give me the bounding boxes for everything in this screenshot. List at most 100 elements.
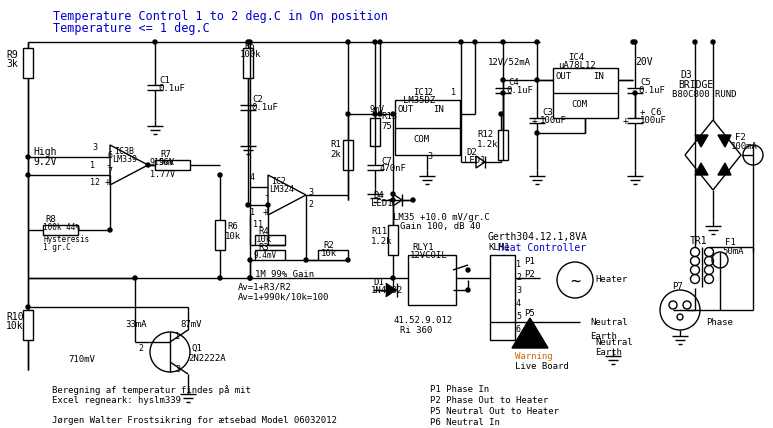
Text: + C6: + C6	[640, 108, 662, 117]
Text: LED1: LED1	[371, 199, 393, 208]
Text: 2: 2	[516, 273, 521, 282]
Circle shape	[633, 40, 637, 44]
Polygon shape	[718, 135, 731, 147]
Text: 919mV: 919mV	[150, 158, 175, 167]
Text: 3: 3	[92, 143, 97, 152]
Text: +: +	[623, 116, 629, 126]
Text: D2: D2	[466, 148, 477, 157]
Circle shape	[411, 198, 415, 202]
Text: Live Board: Live Board	[515, 362, 569, 371]
Bar	[490, 255, 515, 340]
Text: P1 Phase In: P1 Phase In	[430, 385, 489, 394]
Text: TR1: TR1	[690, 236, 707, 246]
Text: C5: C5	[640, 78, 651, 87]
Text: R1: R1	[330, 140, 341, 149]
Circle shape	[378, 40, 382, 44]
Text: 100k: 100k	[240, 50, 261, 59]
Text: 2: 2	[138, 344, 143, 353]
Text: 1.77V: 1.77V	[150, 170, 175, 179]
Circle shape	[466, 288, 470, 292]
Text: 470nF: 470nF	[379, 164, 406, 173]
Bar	[408, 255, 456, 305]
Text: D3: D3	[680, 70, 692, 80]
Circle shape	[535, 40, 539, 44]
Text: 100uF: 100uF	[540, 116, 567, 125]
Bar	[23, 48, 33, 78]
Circle shape	[26, 155, 30, 159]
Circle shape	[146, 163, 150, 167]
Text: 50mA: 50mA	[722, 247, 744, 256]
Text: F2: F2	[735, 133, 746, 142]
Text: Neutral: Neutral	[590, 318, 628, 327]
Circle shape	[373, 112, 377, 116]
Text: C1: C1	[159, 76, 170, 85]
Text: R4: R4	[258, 227, 269, 236]
Text: IC2: IC2	[271, 177, 286, 186]
Circle shape	[26, 173, 30, 177]
Circle shape	[631, 40, 635, 44]
Text: Excel regneark: hyslm339: Excel regneark: hyslm339	[52, 396, 181, 405]
Circle shape	[466, 268, 470, 272]
Text: 75: 75	[381, 122, 392, 131]
Text: 7: 7	[107, 167, 112, 176]
Circle shape	[248, 276, 252, 280]
Text: 2: 2	[308, 200, 313, 209]
Text: Heater: Heater	[595, 275, 627, 284]
Text: COM: COM	[413, 135, 429, 144]
Text: 1: 1	[516, 260, 521, 269]
Text: LM35 +10.0 mV/gr.C: LM35 +10.0 mV/gr.C	[393, 213, 490, 222]
Text: P7: P7	[672, 282, 683, 291]
Circle shape	[473, 40, 477, 44]
Text: Jørgen Walter Frostsikring for ætsebad Model 06032012: Jørgen Walter Frostsikring for ætsebad M…	[52, 416, 337, 425]
Text: IC1: IC1	[413, 88, 429, 97]
Circle shape	[246, 40, 250, 44]
Text: IN: IN	[593, 72, 604, 81]
Text: C7: C7	[381, 157, 392, 166]
Text: 1: 1	[451, 88, 456, 97]
Circle shape	[391, 276, 395, 280]
Text: 10k: 10k	[321, 249, 337, 258]
Text: LM35DZ: LM35DZ	[403, 96, 435, 105]
Text: 12V/52mA: 12V/52mA	[488, 57, 531, 66]
Circle shape	[266, 203, 270, 207]
Text: 41.52.9.012: 41.52.9.012	[393, 316, 452, 325]
Text: Q1: Q1	[192, 344, 203, 353]
Circle shape	[535, 131, 539, 135]
Text: R10: R10	[6, 312, 24, 322]
Text: 3k: 3k	[6, 59, 18, 69]
Text: Temperature Control 1 to 2 deg.C in On position: Temperature Control 1 to 2 deg.C in On p…	[53, 10, 388, 23]
Circle shape	[499, 112, 503, 116]
Circle shape	[501, 91, 505, 95]
Text: BRIDGE: BRIDGE	[678, 80, 713, 90]
Text: 1: 1	[90, 161, 95, 170]
Text: D4: D4	[373, 191, 383, 200]
Text: 4: 4	[516, 299, 521, 308]
Bar	[155, 160, 190, 170]
Bar	[215, 220, 225, 250]
Circle shape	[248, 40, 252, 44]
Text: 9mV: 9mV	[370, 105, 385, 114]
Circle shape	[346, 112, 350, 116]
Circle shape	[378, 112, 382, 116]
Circle shape	[391, 198, 395, 202]
Text: R13: R13	[381, 112, 397, 121]
Bar	[243, 48, 253, 78]
Circle shape	[373, 40, 377, 44]
Text: Earth: Earth	[595, 348, 621, 357]
Text: 0.1uF: 0.1uF	[506, 86, 533, 95]
Text: LM324: LM324	[269, 185, 294, 194]
Circle shape	[391, 112, 395, 116]
Text: 6: 6	[516, 325, 521, 334]
Circle shape	[633, 91, 637, 95]
Text: P2: P2	[524, 270, 535, 279]
Text: Ri 360: Ri 360	[400, 326, 432, 335]
Circle shape	[26, 305, 30, 309]
Bar	[255, 250, 285, 260]
Text: Gain 100, dB 40: Gain 100, dB 40	[400, 222, 481, 231]
Text: 3: 3	[516, 286, 521, 295]
Text: +: +	[532, 116, 538, 126]
Text: 0.1uF: 0.1uF	[638, 86, 665, 95]
Text: F1: F1	[725, 238, 736, 247]
Text: 100uF: 100uF	[640, 116, 667, 125]
Text: R5: R5	[244, 42, 255, 51]
